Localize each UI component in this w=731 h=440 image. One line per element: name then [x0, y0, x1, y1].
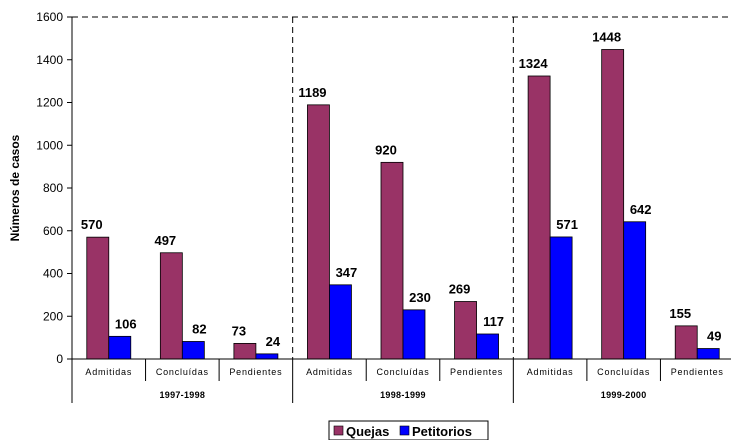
- y-tick-label: 1600: [36, 10, 63, 24]
- x-category-label: Admitidas: [527, 367, 574, 377]
- bar-quejas: [674, 325, 698, 360]
- data-label-quejas: 1189: [298, 85, 326, 100]
- bar-petitorios: [108, 335, 132, 360]
- y-tick-label: 400: [43, 267, 63, 281]
- bar-petitorios: [402, 309, 426, 360]
- x-category-label: Pendientes: [671, 367, 724, 377]
- y-tick-label: 1000: [36, 138, 63, 152]
- data-label-petitorios: 106: [115, 316, 137, 331]
- x-group-label: 1998-1999: [380, 390, 426, 400]
- legend-label-petitorios: Petitorios: [412, 424, 472, 439]
- data-label-quejas: 73: [232, 323, 246, 338]
- bar-petitorios: [623, 221, 647, 360]
- bar-quejas: [527, 75, 551, 360]
- bar-petitorios: [549, 236, 573, 360]
- data-label-quejas: 155: [669, 306, 691, 321]
- legend-swatch-petitorios: [399, 425, 410, 436]
- bar-quejas: [86, 236, 110, 360]
- y-tick-label: 800: [43, 181, 63, 195]
- x-group-label: 1997-1998: [159, 390, 205, 400]
- chart-axes: 0 200 400 600 800 1000 1200 1400 1600 Admitidas Co…: [36, 10, 731, 403]
- bar-petitorios: [329, 284, 352, 360]
- x-category-label: Admitidas: [85, 367, 132, 377]
- bar-petitorios: [696, 348, 720, 360]
- y-axis-label: Números de casos: [8, 134, 22, 241]
- bar-petitorios: [255, 353, 279, 360]
- chart-bars: [86, 49, 720, 360]
- data-label-petitorios: 230: [409, 290, 431, 305]
- bar-quejas: [601, 49, 625, 360]
- data-label-quejas: 1324: [519, 56, 549, 71]
- data-label-quejas: 920: [375, 142, 397, 157]
- data-label-quejas: 1448: [592, 29, 621, 44]
- y-tick-label: 200: [43, 309, 63, 323]
- y-tick-label: 1200: [36, 96, 63, 110]
- bar-quejas: [159, 252, 183, 360]
- bar-quejas: [307, 104, 330, 360]
- data-label-petitorios: 24: [266, 334, 281, 349]
- data-label-petitorios: 571: [556, 217, 578, 232]
- data-label-quejas: 269: [449, 282, 471, 297]
- chart-grid: [72, 16, 731, 359]
- x-category-label: Concluídas: [156, 367, 209, 377]
- data-label-petitorios: 347: [336, 265, 358, 280]
- bar-petitorios: [476, 333, 499, 360]
- x-category-label: Pendientes: [450, 367, 503, 377]
- data-label-petitorios: 117: [483, 314, 504, 329]
- bar-quejas: [454, 301, 477, 360]
- bar-petitorios: [181, 341, 205, 360]
- x-group-label: 1999-2000: [601, 390, 647, 400]
- legend-swatch-quejas: [333, 425, 344, 436]
- data-label-petitorios: 642: [630, 202, 652, 217]
- x-category-label: Admitidas: [306, 367, 353, 377]
- x-category-label: Concluídas: [597, 367, 650, 377]
- data-label-quejas: 570: [81, 217, 103, 232]
- data-label-petitorios: 82: [192, 321, 206, 336]
- x-category-label: Concluídas: [376, 367, 429, 377]
- y-tick-label: 600: [43, 224, 63, 238]
- data-labels: 570 106 497 82 73 24 1189 347 920 230 269 117 1324 57…: [81, 29, 722, 348]
- data-label-petitorios: 49: [707, 329, 721, 344]
- data-label-quejas: 497: [154, 233, 176, 248]
- y-tick-label: 1400: [36, 53, 63, 67]
- legend-label-quejas: Quejas: [346, 424, 389, 439]
- bar-quejas: [233, 342, 257, 360]
- chart-legend: Quejas Petitorios: [328, 420, 489, 440]
- bar-quejas: [380, 161, 404, 360]
- y-tick-label: 0: [56, 352, 63, 366]
- x-category-label: Pendientes: [229, 367, 282, 377]
